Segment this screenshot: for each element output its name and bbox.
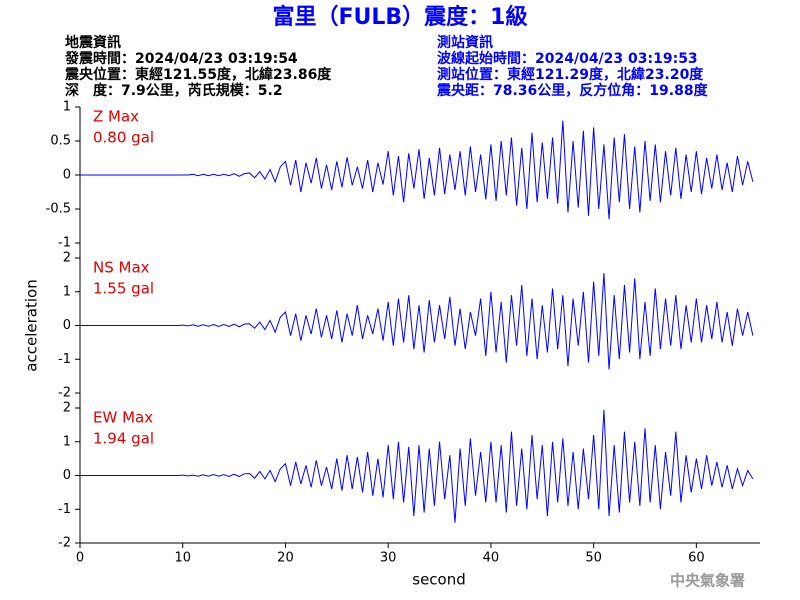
chart-title: 富里（FULB）震度：1級 xyxy=(273,4,528,30)
footer: 中央氣象署 xyxy=(670,572,745,590)
x-tick-label: 0 xyxy=(76,551,84,566)
x-tick-label: 60 xyxy=(688,551,705,566)
info-line: 深 度：7.9公里，芮氏規模：5.2 xyxy=(65,82,283,99)
y-tick-label: -1 xyxy=(58,352,71,367)
info-line: 發震時間：2024/04/23 03:19:54 xyxy=(64,50,298,67)
component-label: NS Max xyxy=(93,259,150,277)
x-tick-label: 50 xyxy=(585,551,602,566)
waveform xyxy=(80,273,754,370)
x-tick-label: 10 xyxy=(174,551,191,566)
y-tick-label: -1 xyxy=(58,236,71,251)
y-tick-label: 0 xyxy=(63,168,71,183)
x-tick-label: 30 xyxy=(380,551,397,566)
info-line: 波線起始時間：2024/04/23 03:19:53 xyxy=(437,50,698,67)
max-label: 0.80 gal xyxy=(93,129,154,147)
y-tick-label: 0 xyxy=(63,468,71,483)
y-tick-label: -0.5 xyxy=(46,202,71,217)
x-tick-label: 20 xyxy=(277,551,294,566)
info-line: 測站資訊 xyxy=(437,34,493,51)
y-tick-label: -2 xyxy=(58,536,71,551)
info-line: 震央距：78.36公里，反方位角：19.88度 xyxy=(436,82,709,99)
x-axis-label: second xyxy=(412,571,466,589)
y-tick-label: 1 xyxy=(63,284,71,299)
waveform xyxy=(80,120,754,220)
y-tick-label: 2 xyxy=(63,401,71,416)
component-label: Z Max xyxy=(93,108,139,126)
component-label: EW Max xyxy=(93,409,153,427)
info-line: 震央位置：東經121.55度，北緯23.86度 xyxy=(64,66,332,83)
max-label: 1.94 gal xyxy=(93,430,154,448)
info-line: 測站位置：東經121.29度，北緯23.20度 xyxy=(437,66,704,83)
y-tick-label: 0 xyxy=(63,318,71,333)
y-tick-label: -2 xyxy=(58,386,71,401)
y-tick-label: 1 xyxy=(63,100,71,115)
y-axis-label: acceleration xyxy=(23,279,41,371)
y-tick-label: 0.5 xyxy=(50,134,71,149)
max-label: 1.55 gal xyxy=(93,280,154,298)
info-line: 地震資訊 xyxy=(65,34,121,51)
x-tick-label: 40 xyxy=(483,551,500,566)
y-tick-label: 1 xyxy=(63,434,71,449)
y-tick-label: 2 xyxy=(63,251,71,266)
waveform xyxy=(80,409,754,523)
y-tick-label: -1 xyxy=(58,502,71,517)
